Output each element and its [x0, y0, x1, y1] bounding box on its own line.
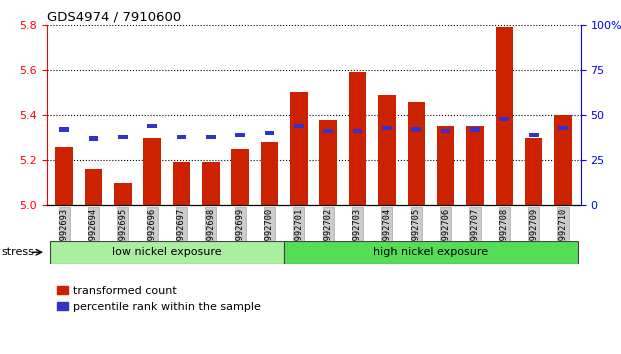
Bar	[529, 133, 538, 137]
Bar	[319, 120, 337, 205]
Text: high nickel exposure: high nickel exposure	[373, 247, 489, 257]
Bar	[412, 127, 421, 132]
Bar	[202, 162, 220, 205]
Bar	[470, 127, 480, 132]
Bar	[353, 129, 363, 133]
Bar	[496, 27, 513, 205]
Bar	[294, 124, 304, 128]
Bar	[525, 138, 543, 205]
Text: stress: stress	[1, 247, 34, 257]
Text: low nickel exposure: low nickel exposure	[112, 247, 222, 257]
Bar	[235, 133, 245, 137]
Bar	[60, 127, 69, 132]
Bar	[284, 241, 578, 264]
Bar	[349, 72, 366, 205]
Bar	[143, 138, 161, 205]
Bar	[324, 129, 333, 133]
Bar	[55, 147, 73, 205]
Text: GDS4974 / 7910600: GDS4974 / 7910600	[47, 11, 181, 24]
Bar	[232, 149, 249, 205]
Bar	[378, 95, 396, 205]
Bar	[261, 142, 278, 205]
Bar	[84, 169, 102, 205]
Bar	[466, 126, 484, 205]
Bar	[147, 124, 157, 128]
Bar	[499, 116, 509, 121]
Bar	[118, 135, 128, 139]
Bar	[290, 92, 308, 205]
Bar	[50, 241, 284, 264]
Bar	[206, 135, 215, 139]
Bar	[265, 131, 274, 135]
Bar	[382, 126, 392, 130]
Bar	[177, 135, 186, 139]
Bar	[441, 129, 450, 133]
Bar	[89, 137, 98, 141]
Bar	[437, 126, 455, 205]
Bar	[558, 126, 568, 130]
Bar	[407, 102, 425, 205]
Legend: transformed count, percentile rank within the sample: transformed count, percentile rank withi…	[52, 282, 266, 316]
Bar	[173, 162, 191, 205]
Bar	[554, 115, 572, 205]
Bar	[114, 183, 132, 205]
